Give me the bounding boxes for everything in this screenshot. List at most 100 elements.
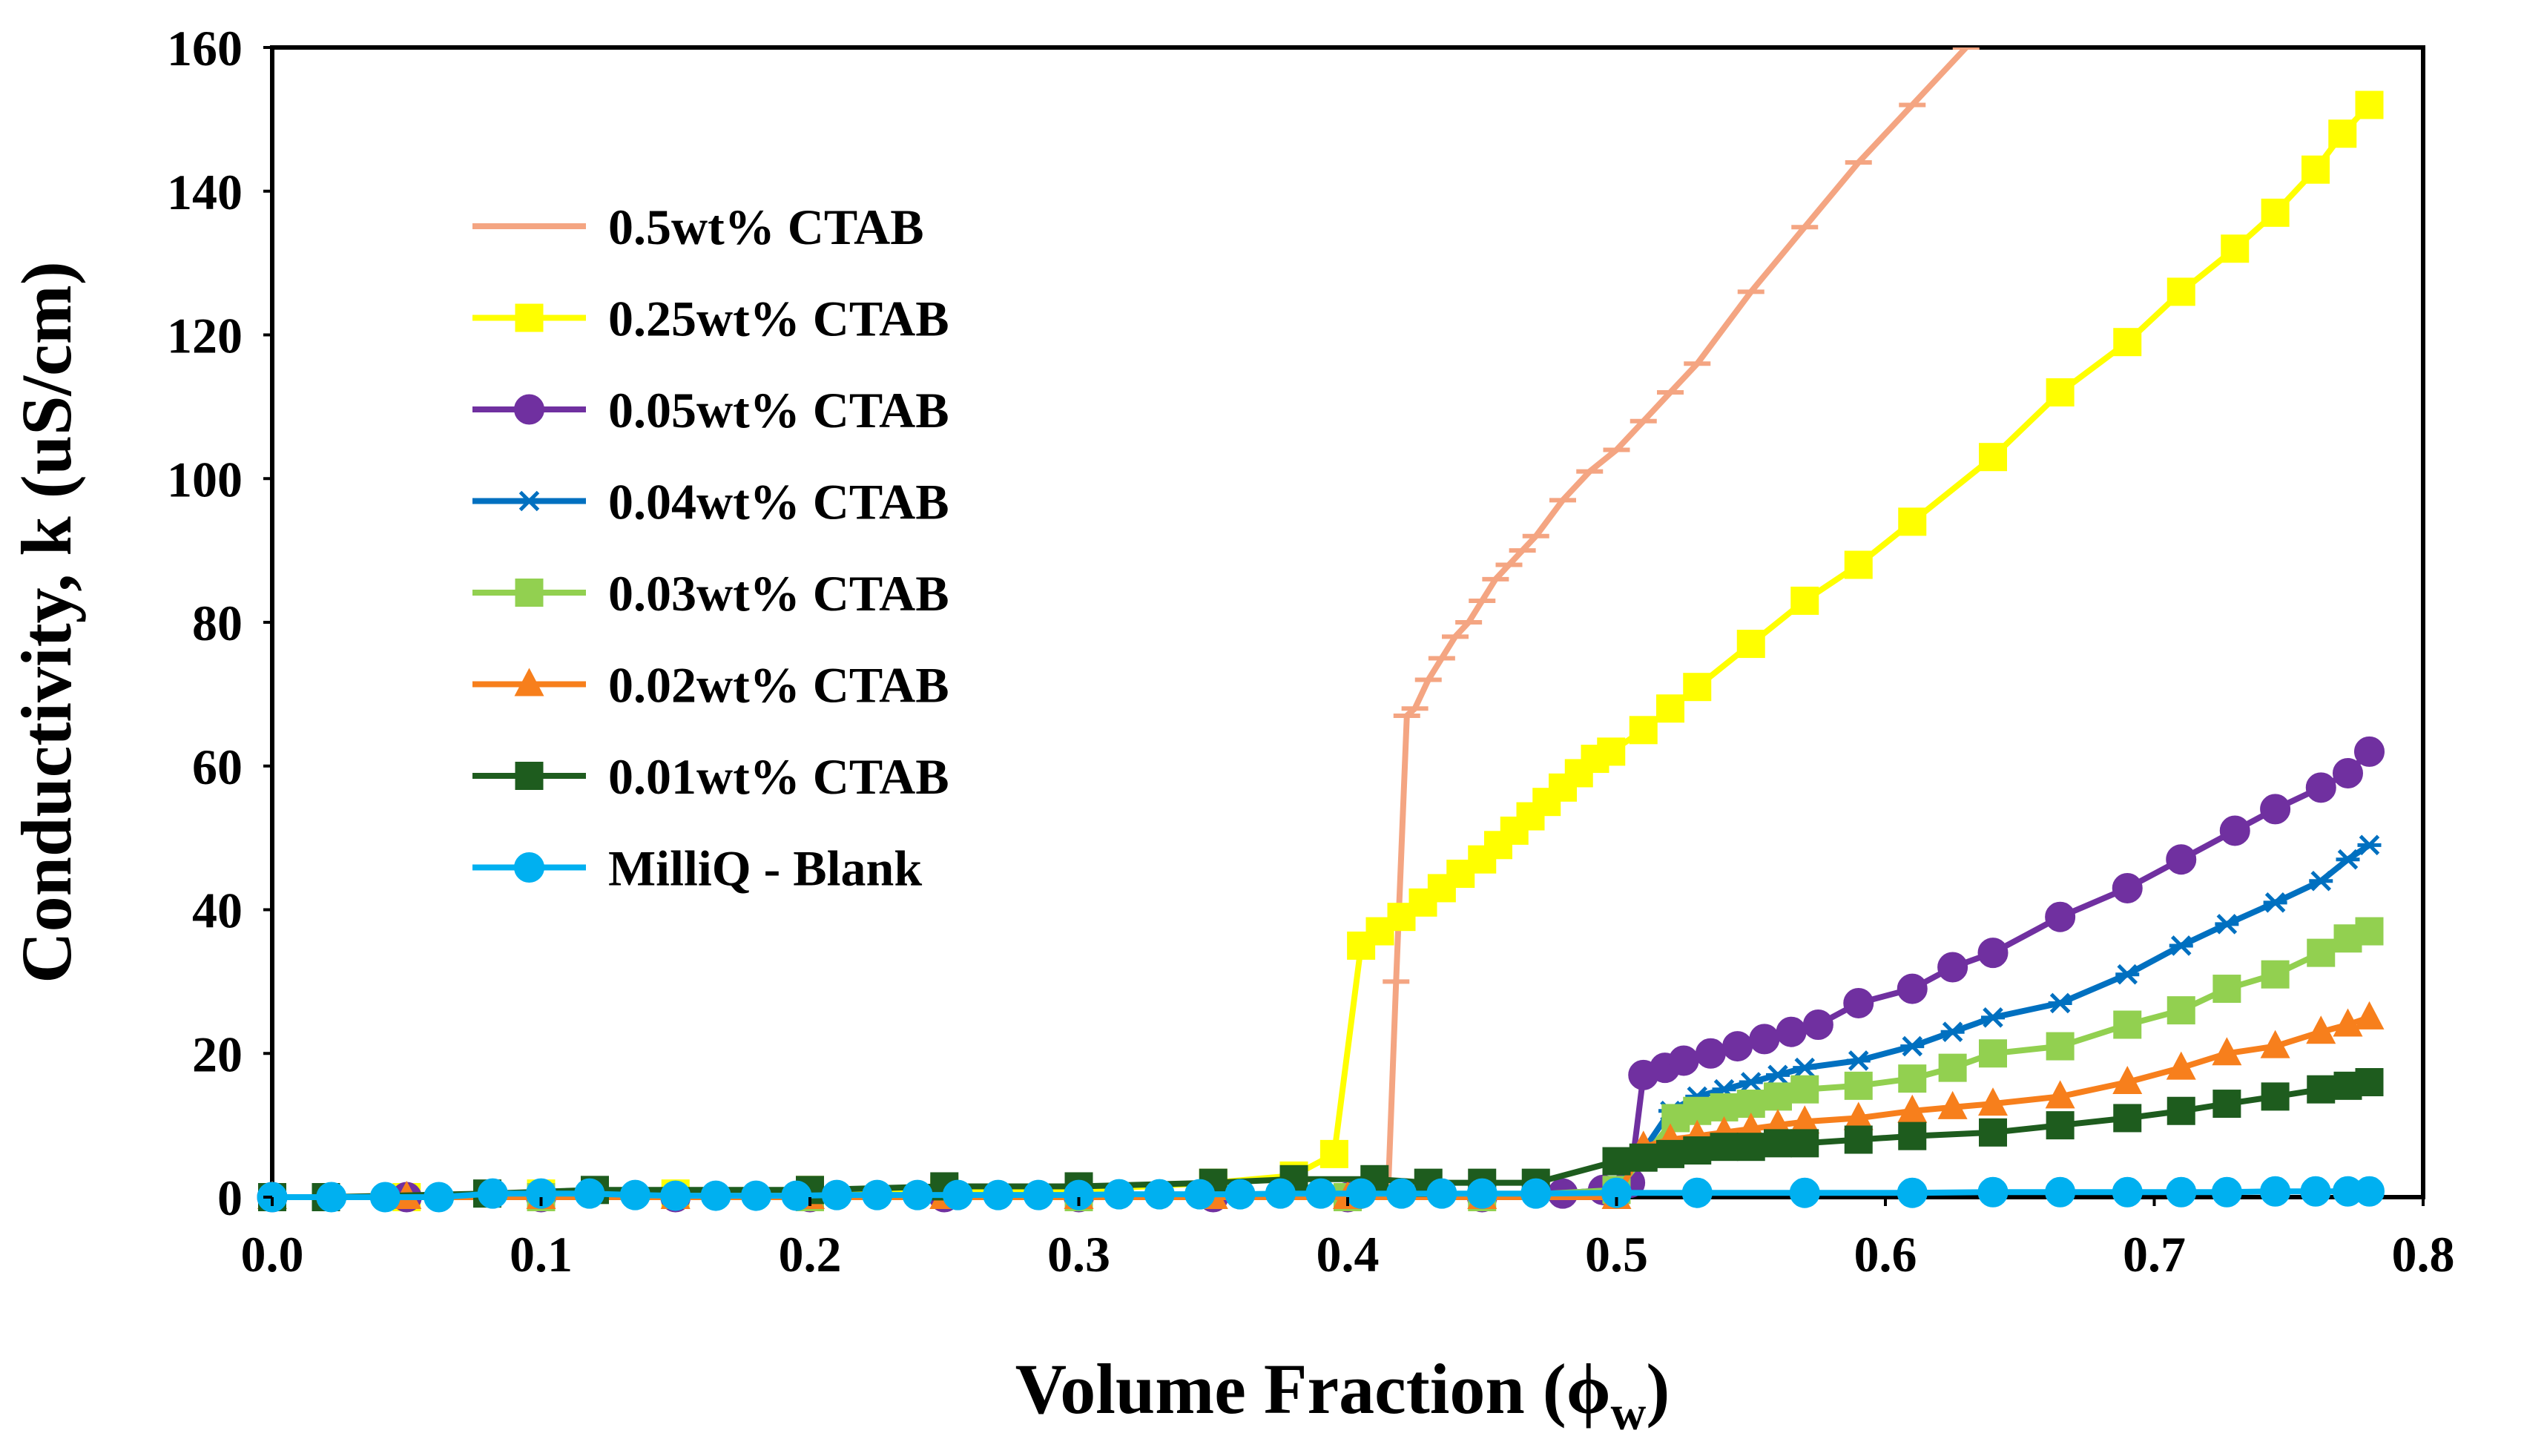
- series-2-point-22: [1897, 973, 1928, 1004]
- series-7-point-29: [1520, 1178, 1552, 1209]
- legend-entry-6: 0.01wt% CTAB: [472, 748, 949, 805]
- series-3-point-16: [1981, 1007, 2005, 1028]
- series-3-point-24: [2357, 834, 2382, 856]
- series-1-point-41: [2355, 90, 2384, 119]
- series-5-point-28: [2333, 1008, 2363, 1037]
- series-5-point-25: [2212, 1037, 2242, 1066]
- series-2-point-15: [1668, 1045, 1699, 1076]
- series-2-point-28: [2219, 815, 2250, 846]
- series-7-point-42: [2354, 1176, 2385, 1207]
- legend-entry-7: MilliQ - Blank: [472, 840, 922, 897]
- series-5-point-20: [1937, 1090, 1968, 1119]
- y-tick-label-7: 140: [167, 164, 243, 220]
- series-4-point-22: [2307, 938, 2336, 967]
- series-2-point-32: [2354, 736, 2385, 767]
- series-3-point-10: [1739, 1072, 1763, 1093]
- legend-entry-4: 0.03wt% CTAB: [472, 565, 949, 622]
- series-3-point-24-d2: [2359, 834, 2380, 856]
- legend-marker-1: [515, 303, 544, 332]
- series-2-point-24: [1977, 938, 2009, 969]
- series-7-point-13: [862, 1179, 893, 1210]
- series-7-point-16: [983, 1179, 1014, 1210]
- series-3-point-15: [1940, 1021, 1965, 1042]
- series-7-point-11: [781, 1180, 812, 1211]
- y-tick-label-0: 0: [217, 1170, 243, 1226]
- series-5-point-24: [2166, 1051, 2196, 1080]
- series-4-point-20: [2212, 975, 2241, 1004]
- legend-entry-2: 0.05wt% CTAB: [472, 382, 949, 438]
- series-4-point-17: [2046, 1032, 2075, 1061]
- series-2-point-29: [2260, 794, 2291, 825]
- series-6-point-20: [1790, 1129, 1819, 1158]
- legend-label-3: 0.04wt% CTAB: [608, 474, 949, 530]
- series-3-point-23-d2: [2337, 849, 2359, 870]
- series-6-point-23: [1979, 1118, 2007, 1147]
- series-2-point-31: [2333, 757, 2363, 788]
- series-7-point-17: [1023, 1179, 1054, 1210]
- series-7-point-5: [526, 1178, 556, 1209]
- series-7-point-24: [1305, 1178, 1337, 1209]
- x-tick-label-6: 0.6: [1854, 1226, 1917, 1282]
- series-3-point-22-d2: [2310, 870, 2332, 892]
- series-3-point-10-d2: [1740, 1072, 1762, 1093]
- legend-marker-7: [514, 852, 544, 883]
- series-6-point-28: [2261, 1082, 2290, 1111]
- x-axis-title-main: Volume Fraction (ϕ: [1015, 1349, 1611, 1429]
- x-axis-title-subscript: w: [1611, 1386, 1647, 1440]
- series-1-point-38: [2261, 198, 2290, 227]
- x-axis-ticks: 0.0 0.1 0.2 0.3 0.4 0.5 0.6 0.7 0.8: [241, 1197, 2455, 1282]
- y-tick-label-2: 40: [192, 883, 243, 939]
- x-tick-label-0: 0.0: [241, 1226, 304, 1282]
- legend-label-4: 0.03wt% CTAB: [608, 565, 949, 622]
- series-5-point-19: [1897, 1094, 1928, 1123]
- series-3-point-11: [1766, 1064, 1790, 1086]
- series-7-point-7: [619, 1179, 650, 1210]
- series-7-point-23: [1265, 1178, 1296, 1209]
- series-5-point-17: [1790, 1105, 1820, 1134]
- legend-entry-3: 0.04wt% CTAB: [472, 474, 949, 530]
- series-7-point-39: [2260, 1176, 2291, 1207]
- legend-entry-1: 0.25wt% CTAB: [472, 291, 949, 347]
- series-1-point-34: [2046, 378, 2075, 406]
- series-7-point-6: [574, 1178, 605, 1209]
- series-7-point-9: [700, 1180, 731, 1211]
- legend-label-7: MilliQ - Blank: [608, 840, 922, 897]
- series-3-point-12-d2: [1794, 1057, 1816, 1078]
- series-7-point-4: [477, 1178, 508, 1209]
- series-7-point-26: [1386, 1178, 1417, 1209]
- x-axis-title: Volume Fraction (ϕw): [1015, 1349, 1670, 1440]
- series-6-point-15: [1656, 1139, 1684, 1168]
- series-1-point-39: [2301, 155, 2330, 184]
- legend-entry-5: 0.02wt% CTAB: [472, 657, 949, 714]
- series-1-point-32: [1898, 507, 1927, 536]
- series-7-point-20: [1144, 1179, 1175, 1210]
- series-3-point-11-d2: [1767, 1064, 1788, 1086]
- series-3-point-19-d2: [2170, 935, 2192, 956]
- series-7-point-3: [424, 1182, 455, 1213]
- series-4-point-13: [1844, 1071, 1873, 1100]
- plot-area: [270, 45, 2425, 1199]
- x-tick-label-2: 0.2: [779, 1226, 842, 1282]
- series-5-point-29: [2354, 1001, 2385, 1030]
- series-3-point-17-d2: [2049, 992, 2071, 1014]
- series-1-point-36: [2167, 277, 2195, 306]
- series-5-point-22: [2045, 1080, 2075, 1109]
- series-4-point-11: [1764, 1082, 1792, 1111]
- y-tick-label-6: 120: [167, 308, 243, 364]
- series-2-point-26: [2112, 872, 2143, 903]
- series-7-point-1: [316, 1182, 347, 1213]
- series-3-point-13: [1846, 1050, 1871, 1071]
- x-tick-label-8: 0.8: [2392, 1226, 2455, 1282]
- y-axis-title: Conductivity, k (uS/cm): [7, 261, 86, 983]
- series-4-point-19: [2167, 996, 2195, 1025]
- series-5-point-21: [1978, 1087, 2008, 1116]
- x-tick-label-1: 0.1: [510, 1226, 573, 1282]
- series-6-point-25: [2113, 1104, 2142, 1133]
- series-7-point-36: [2112, 1176, 2143, 1208]
- series-7-point-38: [2211, 1176, 2242, 1208]
- legend-marker-6: [515, 762, 544, 790]
- series-1-point-35: [2113, 328, 2142, 357]
- series-3-point-19: [2169, 935, 2193, 956]
- series-3-point-15-d2: [1942, 1021, 1963, 1042]
